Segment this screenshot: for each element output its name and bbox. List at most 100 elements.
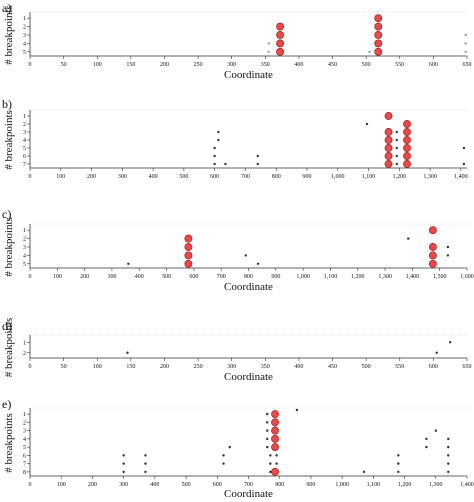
x-tick-label: 500 [362, 62, 371, 68]
x-tick-label: 1,200 [398, 482, 412, 488]
x-tick-label: 900 [306, 482, 315, 488]
x-tick-label: 0 [29, 62, 32, 68]
breakpoint-point [447, 470, 450, 474]
x-tick-label: 550 [395, 62, 404, 68]
x-tick-label: 400 [294, 364, 303, 370]
x-tick-label: 100 [93, 62, 102, 68]
panel-label: a) [2, 1, 11, 15]
x-tick-label: 450 [328, 364, 337, 370]
x-tick-label: 100 [93, 364, 102, 370]
breakpoint-highlight [374, 47, 383, 56]
breakpoint-point [395, 130, 399, 134]
breakpoint-point [144, 462, 147, 465]
breakpoint-point [266, 421, 269, 424]
x-tick-label: 0 [29, 364, 32, 370]
breakpoint-point [213, 154, 216, 158]
panel-label: c) [2, 207, 11, 221]
breakpoint-highlight [403, 160, 411, 168]
x-tick-label: 600 [213, 482, 222, 488]
y-tick-label: 5 [23, 50, 26, 56]
x-tick-label: 150 [126, 364, 135, 370]
x-tick-label: 100 [57, 482, 66, 488]
panel-label: b) [2, 97, 12, 111]
breakpoint-point [397, 470, 400, 474]
breakpoint-point [395, 162, 399, 166]
y-tick-label: 3 [23, 429, 26, 435]
breakpoint-point [217, 138, 220, 142]
y-axis-label: # breakpoints [3, 110, 15, 170]
breakpoint-highlight [276, 31, 285, 39]
x-tick-label: 450 [328, 62, 337, 68]
breakpoint-highlight [403, 152, 411, 160]
x-tick-label: 500 [162, 274, 171, 280]
breakpoint-point [407, 237, 410, 240]
breakpoint-highlight [403, 136, 411, 144]
y-tick-label: 1 [23, 412, 26, 418]
x-tick-label: 200 [88, 482, 97, 488]
breakpoint-highlight [428, 226, 437, 235]
breakpoint-highlight [403, 120, 411, 128]
x-tick-label: 400 [135, 274, 144, 280]
x-axis-label: Coordinate [224, 371, 273, 383]
x-tick-label: 1,000 [331, 174, 345, 180]
y-axis-label: # breakpoints [3, 318, 15, 378]
x-tick-label: 300 [227, 364, 236, 370]
x-tick-label: 900 [302, 174, 311, 180]
x-tick-label: 300 [227, 62, 236, 68]
panel-3: c) 1 2 3 4 5 # breakpoints 0 100 200 300 400 500 600 7… [2, 207, 474, 293]
x-tick-label: 200 [160, 62, 169, 68]
x-tick-label: 150 [126, 62, 135, 68]
breakpoint-point [266, 412, 269, 416]
breakpoint-point [269, 462, 272, 465]
y-tick-label: 7 [23, 462, 26, 468]
x-tick-label: 500 [362, 364, 371, 370]
breakpoint-highlight [403, 144, 411, 152]
x-tick-label: 1,400 [454, 174, 468, 180]
breakpoint-point [217, 130, 220, 134]
breakpoint-point [447, 437, 450, 441]
breakpoint-point [275, 462, 278, 465]
panel-2: b) 1 2 3 4 5 6 7 # breakpoints 0 100 200 300 400 500 60… [2, 97, 468, 180]
y-tick-label: 8 [23, 470, 26, 476]
x-tick-label: 1,300 [429, 482, 443, 488]
breakpoint-point [267, 42, 270, 45]
x-axis-label: Coordinate [224, 281, 273, 293]
y-tick-label: 4 [23, 138, 26, 144]
breakpoint-highlight [184, 243, 193, 251]
x-tick-label: 350 [261, 62, 270, 68]
breakpoint-point [222, 454, 225, 457]
breakpoint-point [244, 254, 247, 257]
breakpoint-point [447, 445, 450, 449]
y-tick-label: 2 [23, 351, 26, 357]
x-tick-label: 1,400 [406, 274, 420, 280]
breakpoint-point [397, 454, 400, 457]
x-tick-label: 700 [217, 274, 226, 280]
breakpoint-highlight [271, 443, 279, 452]
x-tick-label: 300 [118, 174, 127, 180]
x-tick-label: 100 [53, 274, 62, 280]
breakpoint-point [267, 50, 270, 53]
y-tick-label: 1 [23, 340, 26, 346]
breakpoint-highlight [384, 144, 393, 152]
y-tick-label: 2 [23, 420, 26, 426]
breakpoint-point [256, 162, 259, 166]
breakpoint-highlight [384, 128, 393, 136]
breakpoint-point [228, 445, 231, 449]
breakpoint-highlight [403, 128, 411, 136]
y-tick-label: 7 [23, 162, 26, 168]
breakpoint-point [434, 429, 437, 432]
x-tick-label: 250 [194, 364, 203, 370]
x-tick-label: 1,000 [296, 274, 310, 280]
x-tick-label: 300 [107, 274, 116, 280]
x-tick-label: 400 [149, 174, 158, 180]
x-tick-label: 200 [160, 364, 169, 370]
x-tick-label: 600 [429, 364, 438, 370]
x-tick-label: 800 [244, 274, 253, 280]
x-tick-label: 700 [244, 482, 253, 488]
breakpoint-point [126, 351, 129, 354]
y-tick-label: 3 [23, 33, 26, 39]
breakpoint-point [395, 138, 399, 142]
breakpoint-point [368, 50, 371, 53]
breakpoint-highlight [184, 259, 193, 268]
x-tick-label: 500 [179, 174, 188, 180]
